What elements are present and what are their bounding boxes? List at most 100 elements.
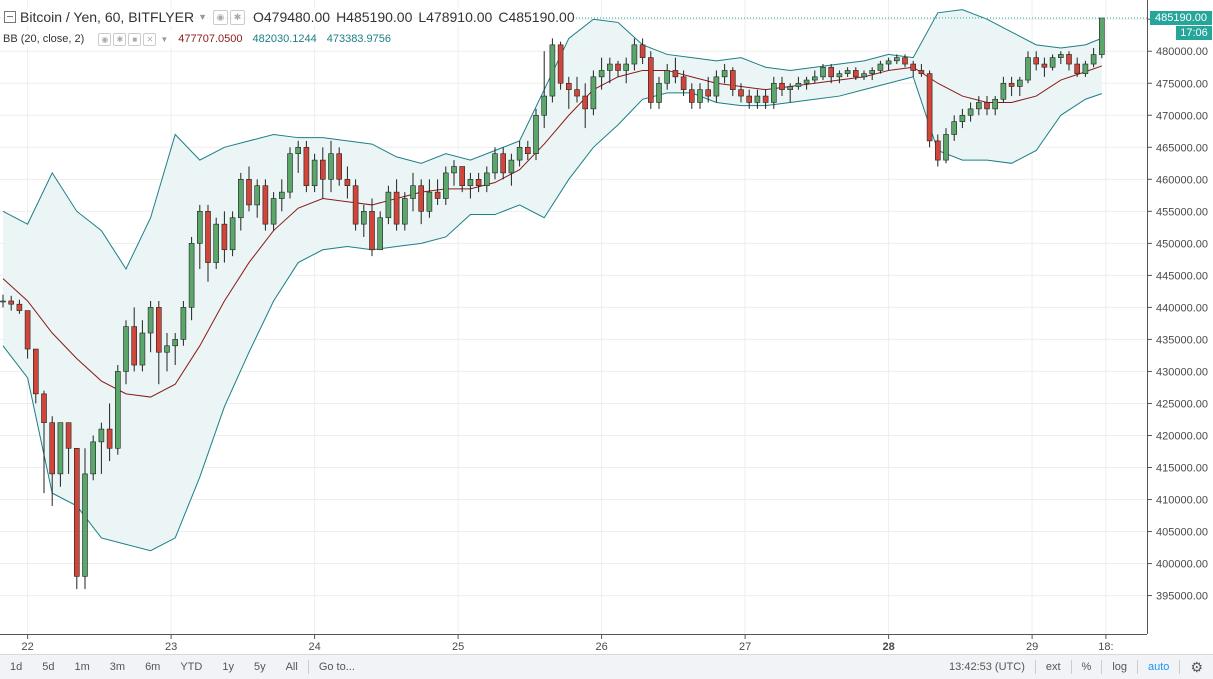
log-toggle[interactable]: log (1112, 661, 1128, 673)
candle-body (951, 121, 958, 135)
candle-body (16, 303, 23, 311)
candle-body (967, 108, 974, 116)
candle (902, 54, 908, 68)
symbol-title[interactable]: Bitcoin / Yen, 60, BITFLYER (20, 9, 195, 25)
price-tick-label: 440000.00 (1156, 302, 1208, 314)
range-3m-button[interactable]: 3m (109, 661, 126, 673)
candle-body (336, 153, 343, 180)
candle-body (508, 159, 515, 174)
candle (254, 179, 260, 218)
candle-body (975, 102, 982, 110)
candle-body (910, 63, 917, 71)
bb-lower-value: 473383.9756 (326, 33, 391, 45)
candle (598, 57, 605, 90)
range-1m-button[interactable]: 1m (74, 661, 90, 673)
candle (295, 140, 302, 173)
candle-body (98, 428, 105, 443)
candle (951, 115, 958, 141)
range-5y-button[interactable]: 5y (253, 661, 266, 673)
candle (820, 64, 826, 81)
candle-body (787, 86, 794, 90)
candle-body (705, 89, 712, 97)
chevron-down-icon[interactable]: ▼ (198, 12, 207, 22)
candle (344, 166, 351, 199)
price-tick-label: 470000.00 (1156, 110, 1208, 122)
candle (311, 153, 318, 193)
candle (156, 300, 162, 385)
time-tick-label: 24 (308, 641, 320, 653)
candle-body (639, 44, 646, 58)
candle (1090, 48, 1097, 68)
candle (623, 57, 630, 84)
candle (549, 38, 556, 103)
chevron-down-icon[interactable]: ▼ (160, 34, 169, 44)
candle-body (221, 223, 228, 251)
toolbar-divider (1070, 660, 1072, 674)
candle (565, 76, 572, 109)
ohlc-open: O479480.00 (252, 9, 331, 25)
candle (606, 57, 613, 84)
range-5d-button[interactable]: 5d (42, 661, 55, 673)
indicator-title[interactable]: BB (20, close, 2) (3, 33, 85, 45)
toolbar-right-group: 13:42:53 (UTC) ext % log auto ⚙ (939, 655, 1213, 679)
settings-icon[interactable]: ■ (128, 32, 142, 46)
candle-body (426, 191, 433, 212)
candle-body (131, 326, 137, 366)
candle-body (467, 179, 474, 187)
ext-toggle[interactable]: ext (1045, 661, 1061, 673)
range-6m-button[interactable]: 6m (145, 661, 161, 673)
candle-body (688, 89, 695, 103)
gear-icon[interactable]: ✱ (229, 9, 245, 25)
time-axis[interactable]: 22 23 24 25 26 27 28 29 18: (0, 634, 1147, 655)
time-tick-label: 26 (595, 641, 607, 653)
price-axis[interactable]: 485000.00480000.00475000.00470000.004650… (1147, 0, 1213, 634)
gear-icon[interactable]: ⚙ (1190, 658, 1203, 675)
candle-body (713, 76, 720, 97)
candle (1033, 51, 1039, 71)
candle (475, 172, 482, 193)
candle (795, 76, 802, 90)
candle-body (254, 185, 260, 206)
candle (1066, 51, 1072, 71)
range-all-button[interactable]: All (285, 661, 298, 673)
clock-label[interactable]: 13:42:53 (UTC) (949, 661, 1025, 673)
candle-body (590, 76, 597, 110)
candle (319, 147, 326, 199)
candle-body (861, 73, 867, 78)
candle-body (1082, 63, 1089, 74)
candle (188, 236, 195, 321)
range-1d-button[interactable]: 1d (10, 661, 23, 673)
goto-button[interactable]: Go to... (318, 661, 355, 673)
candle (852, 67, 859, 81)
eye-icon[interactable]: ◉ (98, 32, 112, 46)
candle-body (524, 146, 531, 154)
range-1y-button[interactable]: 1y (222, 661, 234, 673)
candle (106, 403, 113, 462)
gear-icon[interactable]: ✱ (113, 32, 127, 46)
candle-body (352, 185, 359, 225)
collapse-icon[interactable] (4, 11, 16, 23)
chart-plot-area[interactable] (0, 0, 1147, 634)
candle-body (328, 153, 334, 180)
candle (197, 204, 203, 269)
candle (278, 179, 285, 212)
candle (508, 153, 515, 186)
candle (74, 447, 80, 590)
candle (0, 294, 6, 308)
candle-body (1000, 82, 1007, 100)
candle-body (246, 179, 252, 206)
range-ytd-button[interactable]: YTD (180, 661, 203, 673)
close-icon[interactable]: ✕ (143, 32, 157, 46)
candle (1049, 54, 1056, 71)
candle (721, 64, 728, 84)
candle-body (885, 60, 892, 65)
eye-icon[interactable]: ◉ (212, 9, 228, 25)
candle-body (631, 44, 638, 65)
candle-body (1099, 17, 1105, 55)
candle (246, 166, 252, 212)
candle (328, 140, 334, 193)
percent-toggle[interactable]: % (1081, 661, 1092, 673)
candle (992, 96, 999, 116)
candle (557, 41, 564, 90)
auto-toggle[interactable]: auto (1148, 661, 1170, 673)
